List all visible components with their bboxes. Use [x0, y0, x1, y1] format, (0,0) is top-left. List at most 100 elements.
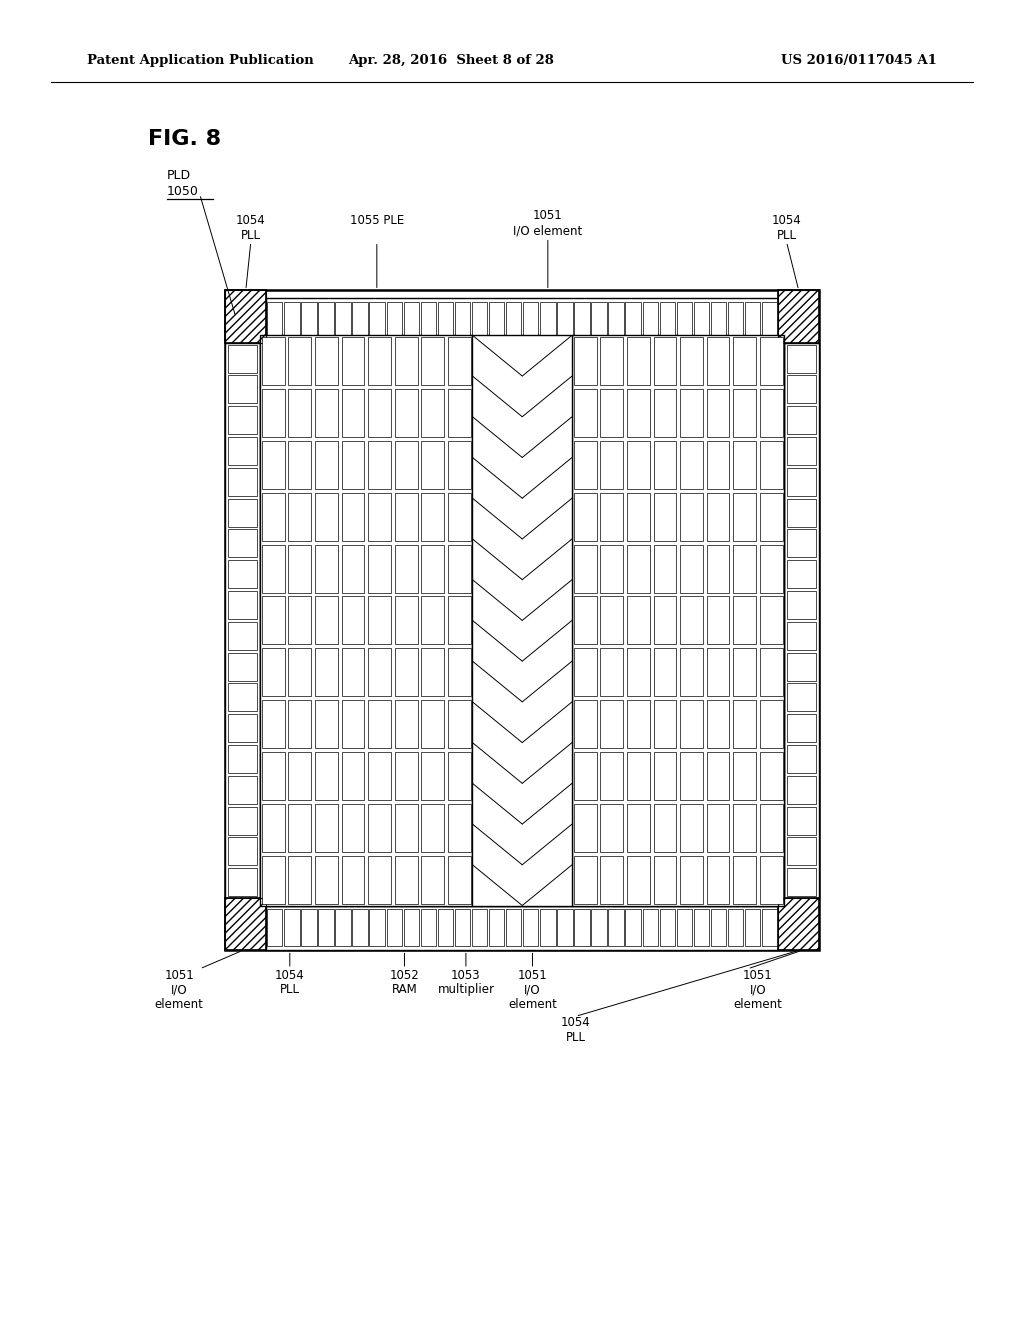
- Bar: [228, 345, 257, 372]
- Text: I/O: I/O: [524, 983, 541, 997]
- Bar: [600, 492, 624, 541]
- Bar: [744, 302, 761, 339]
- Bar: [225, 898, 266, 950]
- Bar: [318, 909, 334, 946]
- Bar: [787, 869, 816, 896]
- Bar: [447, 648, 471, 696]
- Bar: [225, 290, 266, 343]
- Bar: [653, 441, 677, 488]
- Bar: [778, 898, 819, 950]
- Bar: [744, 909, 761, 946]
- Bar: [707, 337, 729, 385]
- Bar: [352, 909, 368, 946]
- Bar: [228, 776, 257, 804]
- Bar: [653, 855, 677, 903]
- Bar: [506, 302, 521, 339]
- Bar: [574, 909, 590, 946]
- Text: PLL: PLL: [565, 1031, 586, 1044]
- Bar: [627, 700, 650, 748]
- Bar: [394, 700, 418, 748]
- Bar: [627, 545, 650, 593]
- Text: US 2016/0117045 A1: US 2016/0117045 A1: [781, 54, 937, 67]
- Bar: [653, 389, 677, 437]
- Bar: [342, 492, 365, 541]
- Bar: [760, 752, 782, 800]
- Bar: [760, 804, 782, 851]
- Bar: [778, 290, 819, 343]
- Bar: [370, 909, 385, 946]
- Bar: [653, 804, 677, 851]
- Text: 1055 PLE: 1055 PLE: [350, 214, 403, 227]
- Bar: [447, 492, 471, 541]
- Bar: [394, 492, 418, 541]
- Bar: [335, 302, 351, 339]
- Bar: [301, 302, 316, 339]
- Bar: [677, 909, 692, 946]
- Bar: [733, 337, 756, 385]
- Text: 1051: 1051: [742, 969, 773, 982]
- Bar: [680, 752, 702, 800]
- Bar: [266, 906, 778, 950]
- Bar: [680, 855, 702, 903]
- Bar: [733, 804, 756, 851]
- Text: PLL: PLL: [241, 228, 261, 242]
- Text: element: element: [155, 998, 204, 1011]
- Text: Apr. 28, 2016  Sheet 8 of 28: Apr. 28, 2016 Sheet 8 of 28: [347, 54, 554, 67]
- Bar: [591, 909, 607, 946]
- Bar: [447, 545, 471, 593]
- Bar: [626, 909, 641, 946]
- Bar: [627, 648, 650, 696]
- Bar: [228, 499, 257, 527]
- Bar: [680, 545, 702, 593]
- Bar: [228, 622, 257, 649]
- Bar: [787, 529, 816, 557]
- Bar: [368, 492, 391, 541]
- Bar: [394, 855, 418, 903]
- Bar: [266, 298, 778, 343]
- Bar: [228, 591, 257, 619]
- Bar: [627, 337, 650, 385]
- Bar: [225, 898, 266, 950]
- Bar: [574, 302, 590, 339]
- Bar: [228, 407, 257, 434]
- Bar: [342, 700, 365, 748]
- Bar: [262, 389, 285, 437]
- Bar: [315, 337, 338, 385]
- Bar: [262, 648, 285, 696]
- Bar: [267, 302, 283, 339]
- Bar: [572, 335, 784, 906]
- Bar: [289, 492, 311, 541]
- Text: 1052: 1052: [389, 969, 420, 982]
- Bar: [573, 389, 597, 437]
- Bar: [506, 909, 521, 946]
- Bar: [342, 597, 365, 644]
- Bar: [787, 807, 816, 834]
- Bar: [707, 855, 729, 903]
- Bar: [778, 898, 819, 950]
- Bar: [627, 492, 650, 541]
- Bar: [421, 302, 436, 339]
- Bar: [488, 302, 505, 339]
- Bar: [680, 492, 702, 541]
- Text: 1054: 1054: [560, 1016, 591, 1030]
- Bar: [733, 752, 756, 800]
- Bar: [342, 855, 365, 903]
- Bar: [352, 302, 368, 339]
- Bar: [680, 337, 702, 385]
- Bar: [225, 343, 260, 898]
- Bar: [653, 492, 677, 541]
- Bar: [787, 776, 816, 804]
- Bar: [653, 752, 677, 800]
- Text: I/O: I/O: [171, 983, 187, 997]
- Bar: [342, 545, 365, 593]
- Bar: [573, 804, 597, 851]
- Bar: [627, 441, 650, 488]
- Bar: [627, 855, 650, 903]
- Bar: [760, 648, 782, 696]
- Bar: [289, 855, 311, 903]
- Bar: [228, 529, 257, 557]
- Bar: [557, 302, 572, 339]
- Bar: [787, 744, 816, 774]
- Text: 1051: 1051: [164, 969, 195, 982]
- Bar: [368, 648, 391, 696]
